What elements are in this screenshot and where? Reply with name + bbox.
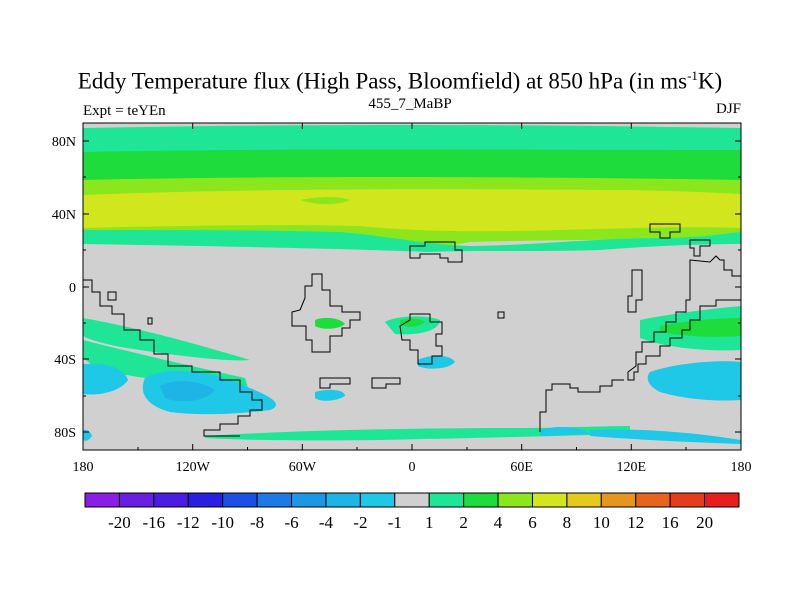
- nh-band-6-8: [83, 189, 741, 232]
- coast-africa: [399, 313, 443, 365]
- coast-island-3: [319, 377, 351, 389]
- colorbar-swatch: [635, 492, 671, 508]
- lat-ticks: [83, 140, 741, 433]
- coast-island-1: [107, 291, 117, 301]
- colorbar-label: 12: [627, 513, 644, 532]
- colorbar-swatch: [428, 492, 465, 508]
- colorbar-swatch: [84, 492, 120, 508]
- colorbar-swatch: [325, 492, 361, 508]
- lat-label-0: 0: [69, 281, 76, 296]
- colorbar-label: -16: [143, 513, 166, 532]
- nh-weak-patch: [300, 197, 350, 205]
- colorbar-label: 1: [425, 513, 434, 532]
- colorbar-swatch: [704, 492, 740, 508]
- sh-indian-negative: [540, 427, 590, 436]
- colorbar-swatch: [463, 492, 499, 508]
- colorbar-label: -6: [284, 513, 298, 532]
- sh-ant-band: [205, 426, 630, 441]
- colorbar-swatch: [118, 492, 155, 508]
- plot-title: Eddy Temperature flux (High Pass, Bloomf…: [77, 68, 723, 94]
- colorbar-swatch: [291, 492, 327, 508]
- run-id-label: 455_7_MaBP: [368, 96, 452, 112]
- experiment-label: Expt = teYEn: [83, 103, 166, 119]
- colorbar-swatch: [531, 492, 568, 508]
- colorbar-label: -1: [388, 513, 402, 532]
- lon-label-60w: 60W: [289, 460, 317, 475]
- coast-asia-east: [649, 223, 681, 239]
- lat-label-40s: 40S: [54, 353, 76, 368]
- colorbar-label: 8: [563, 513, 572, 532]
- colorbar-swatch: [256, 492, 293, 508]
- lon-label-60e: 60E: [510, 460, 533, 475]
- lat-label-80n: 80N: [52, 135, 76, 150]
- colorbar-label: -12: [177, 513, 200, 532]
- colorbar-swatch: [497, 492, 533, 508]
- lat-label-80s: 80S: [54, 426, 76, 441]
- sh-africa-negative: [418, 355, 455, 369]
- coast-south-america: [291, 273, 361, 353]
- sh-ant-negative: [590, 429, 741, 444]
- colorbar-label: 20: [696, 513, 713, 532]
- coast-island-4: [371, 377, 401, 389]
- colorbar-label: 2: [459, 513, 468, 532]
- map-field: [83, 123, 741, 450]
- coast-antarctic-east: [539, 379, 624, 432]
- colorbar-swatch: [669, 492, 706, 508]
- colorbar-label: -2: [353, 513, 367, 532]
- colorbar-swatch: [566, 492, 602, 508]
- coast-eurasia-south: [409, 241, 463, 263]
- colorbar-swatch: [187, 492, 224, 508]
- sh-atlantic-negative: [315, 389, 345, 401]
- sh-negative-east: [647, 361, 741, 401]
- sh-positive-east-core: [660, 318, 741, 337]
- coast-australia-asia: [627, 255, 741, 381]
- colorbar-swatch: [600, 492, 637, 508]
- coast-india: [627, 269, 643, 313]
- coastlines: [83, 223, 741, 437]
- sh-negative-west: [83, 363, 128, 395]
- colorbar-swatch: [222, 492, 258, 508]
- lon-label-120w: 120W: [176, 460, 211, 475]
- colorbar-label: 6: [528, 513, 537, 532]
- colorbar-swatch: [394, 492, 430, 508]
- lon-label-0: 0: [409, 460, 416, 475]
- lon-label-180e: 180: [731, 460, 752, 475]
- colorbar-label: -20: [108, 513, 131, 532]
- coast-island-2: [147, 317, 153, 325]
- sh-samerica-positive: [315, 317, 345, 329]
- nh-band-2-4: [83, 149, 741, 180]
- colorbar-label: 16: [662, 513, 679, 532]
- sh-negative-corner: [83, 429, 92, 441]
- lon-label-180w: 180: [73, 460, 94, 475]
- colorbar-label: -4: [319, 513, 334, 532]
- colorbar-swatch: [153, 492, 189, 508]
- lon-labels: 180 120W 60W 0 60E 120E 180: [73, 460, 752, 475]
- nh-edge-1-2: [83, 230, 741, 252]
- coast-west-edge: [83, 279, 263, 437]
- sh-africa-core: [400, 318, 425, 327]
- sh-negative-core: [160, 381, 215, 402]
- colorbar-label: 10: [593, 513, 610, 532]
- coast-island-5: [497, 311, 505, 319]
- colorbar-label: 4: [494, 513, 503, 532]
- colorbar-swatch: [359, 492, 396, 508]
- lon-label-120e: 120E: [617, 460, 647, 475]
- sh-positive-west: [83, 318, 250, 361]
- lat-labels: 80N 40N 0 40S 80S: [52, 135, 76, 441]
- colorbar-label: -10: [211, 513, 234, 532]
- lon-ticks: [137, 123, 687, 450]
- coast-japan: [689, 239, 711, 257]
- colorbar-label: -8: [250, 513, 264, 532]
- lat-label-40n: 40N: [52, 208, 76, 223]
- season-label: DJF: [715, 101, 741, 117]
- colorbar: -20 -16 -12 -10 -8 -6 -4 -2 -1 1 2 4 6 8 10 12 16 20: [84, 492, 740, 532]
